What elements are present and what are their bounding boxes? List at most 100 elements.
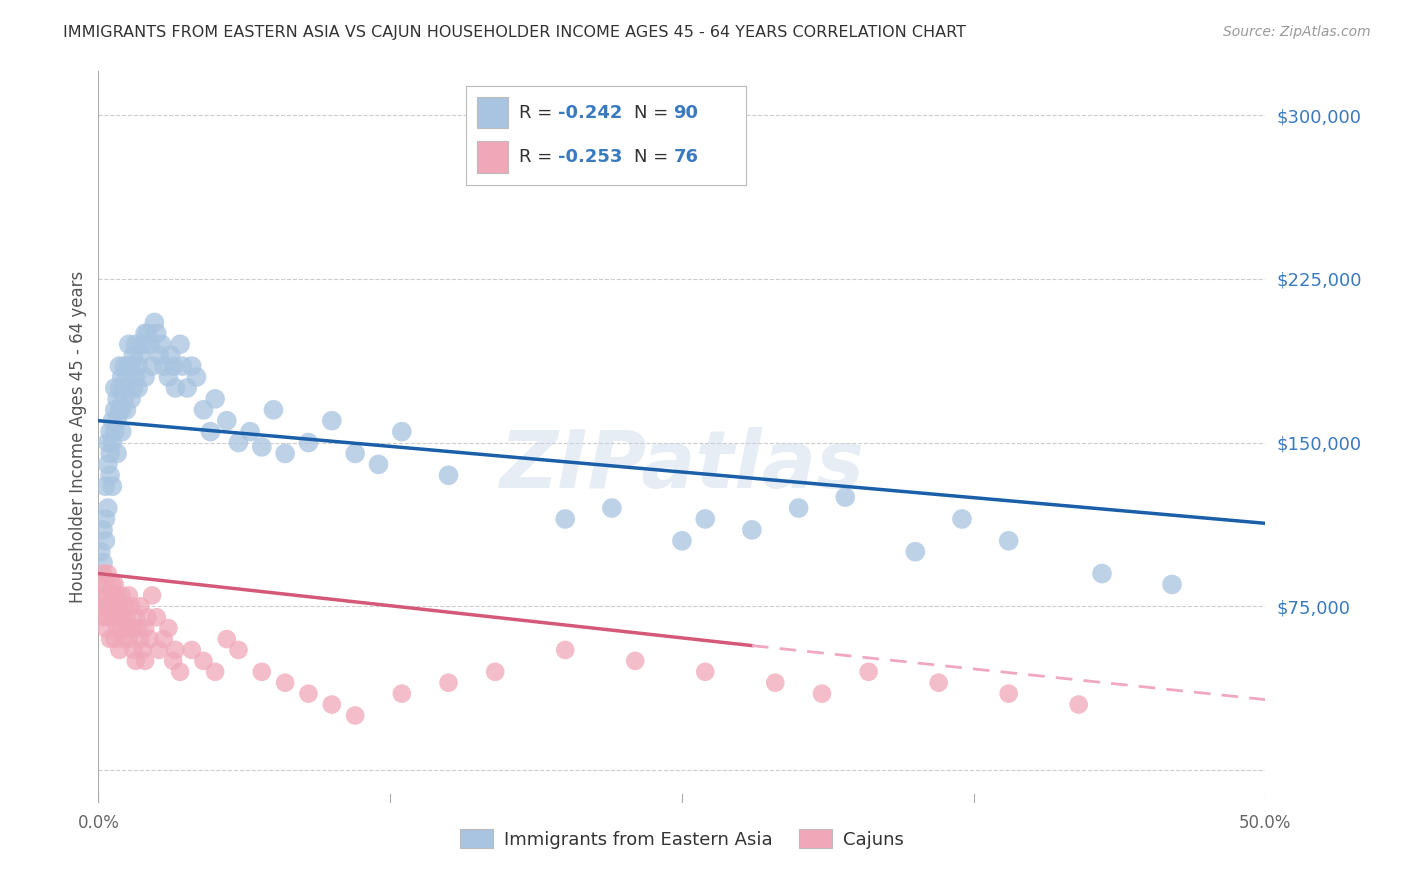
Point — [108, 599, 131, 614]
Point — [111, 610, 134, 624]
Point — [1067, 698, 1090, 712]
Point — [97, 458, 120, 472]
Point — [105, 610, 128, 624]
Point — [98, 468, 121, 483]
Point — [94, 533, 117, 548]
Point — [98, 425, 121, 439]
Point — [129, 348, 152, 362]
Point — [125, 610, 148, 624]
Point — [122, 348, 145, 362]
Point — [111, 588, 134, 602]
Point — [91, 523, 114, 537]
Point — [928, 675, 950, 690]
Point — [98, 599, 121, 614]
Point — [94, 577, 117, 591]
Point — [671, 533, 693, 548]
Point — [695, 665, 717, 679]
Point — [125, 370, 148, 384]
Point — [250, 665, 273, 679]
Point — [104, 381, 127, 395]
Point — [129, 599, 152, 614]
Point — [239, 425, 262, 439]
Point — [115, 610, 138, 624]
Point — [274, 446, 297, 460]
Point — [108, 359, 131, 373]
Point — [146, 326, 169, 341]
Point — [997, 533, 1019, 548]
Point — [112, 632, 135, 646]
Point — [111, 425, 134, 439]
Point — [437, 468, 460, 483]
Point — [118, 359, 141, 373]
Point — [554, 643, 576, 657]
Point — [101, 610, 124, 624]
Point — [115, 370, 138, 384]
Point — [193, 402, 215, 417]
Point — [228, 643, 250, 657]
Point — [94, 512, 117, 526]
Point — [321, 414, 343, 428]
Point — [91, 610, 114, 624]
Point — [950, 512, 973, 526]
Point — [139, 337, 162, 351]
Point — [101, 479, 124, 493]
Point — [997, 687, 1019, 701]
Point — [122, 381, 145, 395]
Point — [180, 359, 202, 373]
Point — [215, 414, 238, 428]
Point — [115, 402, 138, 417]
Text: Source: ZipAtlas.com: Source: ZipAtlas.com — [1223, 25, 1371, 39]
Point — [90, 599, 112, 614]
Point — [204, 665, 226, 679]
Point — [1161, 577, 1184, 591]
Point — [127, 381, 149, 395]
Point — [104, 425, 127, 439]
Point — [367, 458, 389, 472]
Point — [111, 402, 134, 417]
Point — [98, 446, 121, 460]
Point — [108, 643, 131, 657]
Point — [250, 440, 273, 454]
Point — [228, 435, 250, 450]
Point — [105, 621, 128, 635]
Point — [94, 621, 117, 635]
Point — [112, 381, 135, 395]
Point — [834, 490, 856, 504]
Point — [132, 337, 155, 351]
Point — [134, 326, 156, 341]
Point — [193, 654, 215, 668]
Point — [105, 446, 128, 460]
Point — [122, 643, 145, 657]
Point — [437, 675, 460, 690]
Point — [120, 599, 142, 614]
Point — [262, 402, 284, 417]
Point — [127, 621, 149, 635]
Point — [600, 501, 623, 516]
Point — [165, 381, 187, 395]
Point — [125, 337, 148, 351]
Point — [157, 370, 180, 384]
Point — [97, 588, 120, 602]
Point — [169, 665, 191, 679]
Point — [112, 359, 135, 373]
Point — [180, 643, 202, 657]
Point — [204, 392, 226, 406]
Point — [148, 643, 170, 657]
Point — [97, 566, 120, 581]
Point — [122, 621, 145, 635]
Point — [94, 479, 117, 493]
Point — [101, 577, 124, 591]
Point — [139, 632, 162, 646]
Point — [143, 315, 166, 329]
Legend: Immigrants from Eastern Asia, Cajuns: Immigrants from Eastern Asia, Cajuns — [453, 822, 911, 856]
Point — [321, 698, 343, 712]
Point — [146, 610, 169, 624]
Point — [741, 523, 763, 537]
Point — [118, 337, 141, 351]
Point — [111, 621, 134, 635]
Text: ZIPatlas: ZIPatlas — [499, 427, 865, 506]
Text: IMMIGRANTS FROM EASTERN ASIA VS CAJUN HOUSEHOLDER INCOME AGES 45 - 64 YEARS CORR: IMMIGRANTS FROM EASTERN ASIA VS CAJUN HO… — [63, 25, 966, 40]
Point — [125, 654, 148, 668]
Point — [91, 566, 114, 581]
Point — [554, 512, 576, 526]
